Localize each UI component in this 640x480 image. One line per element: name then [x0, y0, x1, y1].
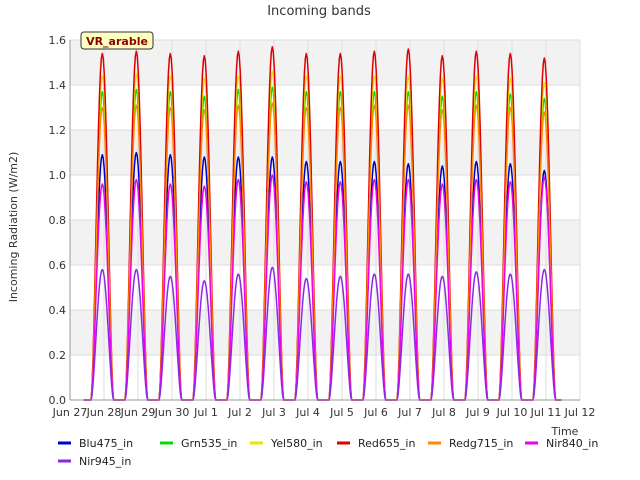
plot-band [70, 130, 580, 175]
legend: Blu475_in Grn535_in Yel580_in Red655_in Redg… [58, 437, 598, 468]
y-tick-label: 0.0 [49, 394, 67, 407]
x-tick-label: Jul 11 [530, 406, 562, 419]
y-tick-label: 0.6 [49, 259, 67, 272]
x-tick-label: Jul 3 [261, 406, 286, 419]
x-tick-label: Jul 12 [564, 406, 596, 419]
x-tick-label: Jul 2 [227, 406, 252, 419]
legend-label-Redg715_in: Redg715_in [449, 437, 513, 450]
y-tick-label: 0.2 [49, 349, 67, 362]
plot-band [70, 220, 580, 265]
x-tick-label: Jun 29 [120, 406, 156, 419]
y-tick-label: 0.4 [49, 304, 67, 317]
plot-band [70, 40, 580, 85]
y-tick-label: 0.8 [49, 214, 67, 227]
x-tick-label: Jun 27 [52, 406, 88, 419]
legend-label-Yel580_in: Yel580_in [270, 437, 323, 450]
x-tick-label: Jul 5 [329, 406, 354, 419]
y-tick-label: 1.0 [49, 169, 67, 182]
x-tick-label: Jul 6 [363, 406, 388, 419]
plot-band [70, 85, 580, 130]
x-axis-label: Time [551, 425, 579, 438]
site-tag-box [80, 31, 154, 50]
x-tick-label: Jun 30 [154, 406, 190, 419]
plot-band [70, 310, 580, 355]
x-tick-label: Jul 8 [431, 406, 456, 419]
x-tick-label: Jul 10 [496, 406, 528, 419]
y-axis-label: Incoming Radiation (W/m2) [7, 152, 20, 303]
legend-label-Red655_in: Red655_in [358, 437, 415, 450]
legend-label-Grn535_in: Grn535_in [181, 437, 237, 450]
plot-band [70, 355, 580, 400]
legend-label-Nir945_in: Nir945_in [79, 455, 131, 468]
legend-label-Blu475_in: Blu475_in [79, 437, 133, 450]
chart-title: Incoming bands [267, 4, 371, 19]
x-tick-label: Jul 7 [397, 406, 422, 419]
x-tick-label: Jul 4 [295, 406, 320, 419]
x-tick-label: Jun 28 [86, 406, 122, 419]
y-tick-label: 1.6 [49, 34, 67, 47]
x-tick-label: Jul 1 [193, 406, 218, 419]
site-tag-label: VR_arable [86, 35, 148, 48]
plot-band [70, 175, 580, 220]
axes [69, 40, 580, 401]
legend-label-Nir840_in: Nir840_in [546, 437, 598, 450]
plot-background [70, 40, 580, 400]
y-tick-label: 1.4 [49, 79, 67, 92]
site-tag: VR_arable [80, 31, 154, 50]
plot-band [70, 265, 580, 310]
x-tick-label: Jul 9 [465, 406, 490, 419]
y-tick-label: 1.2 [49, 124, 67, 137]
